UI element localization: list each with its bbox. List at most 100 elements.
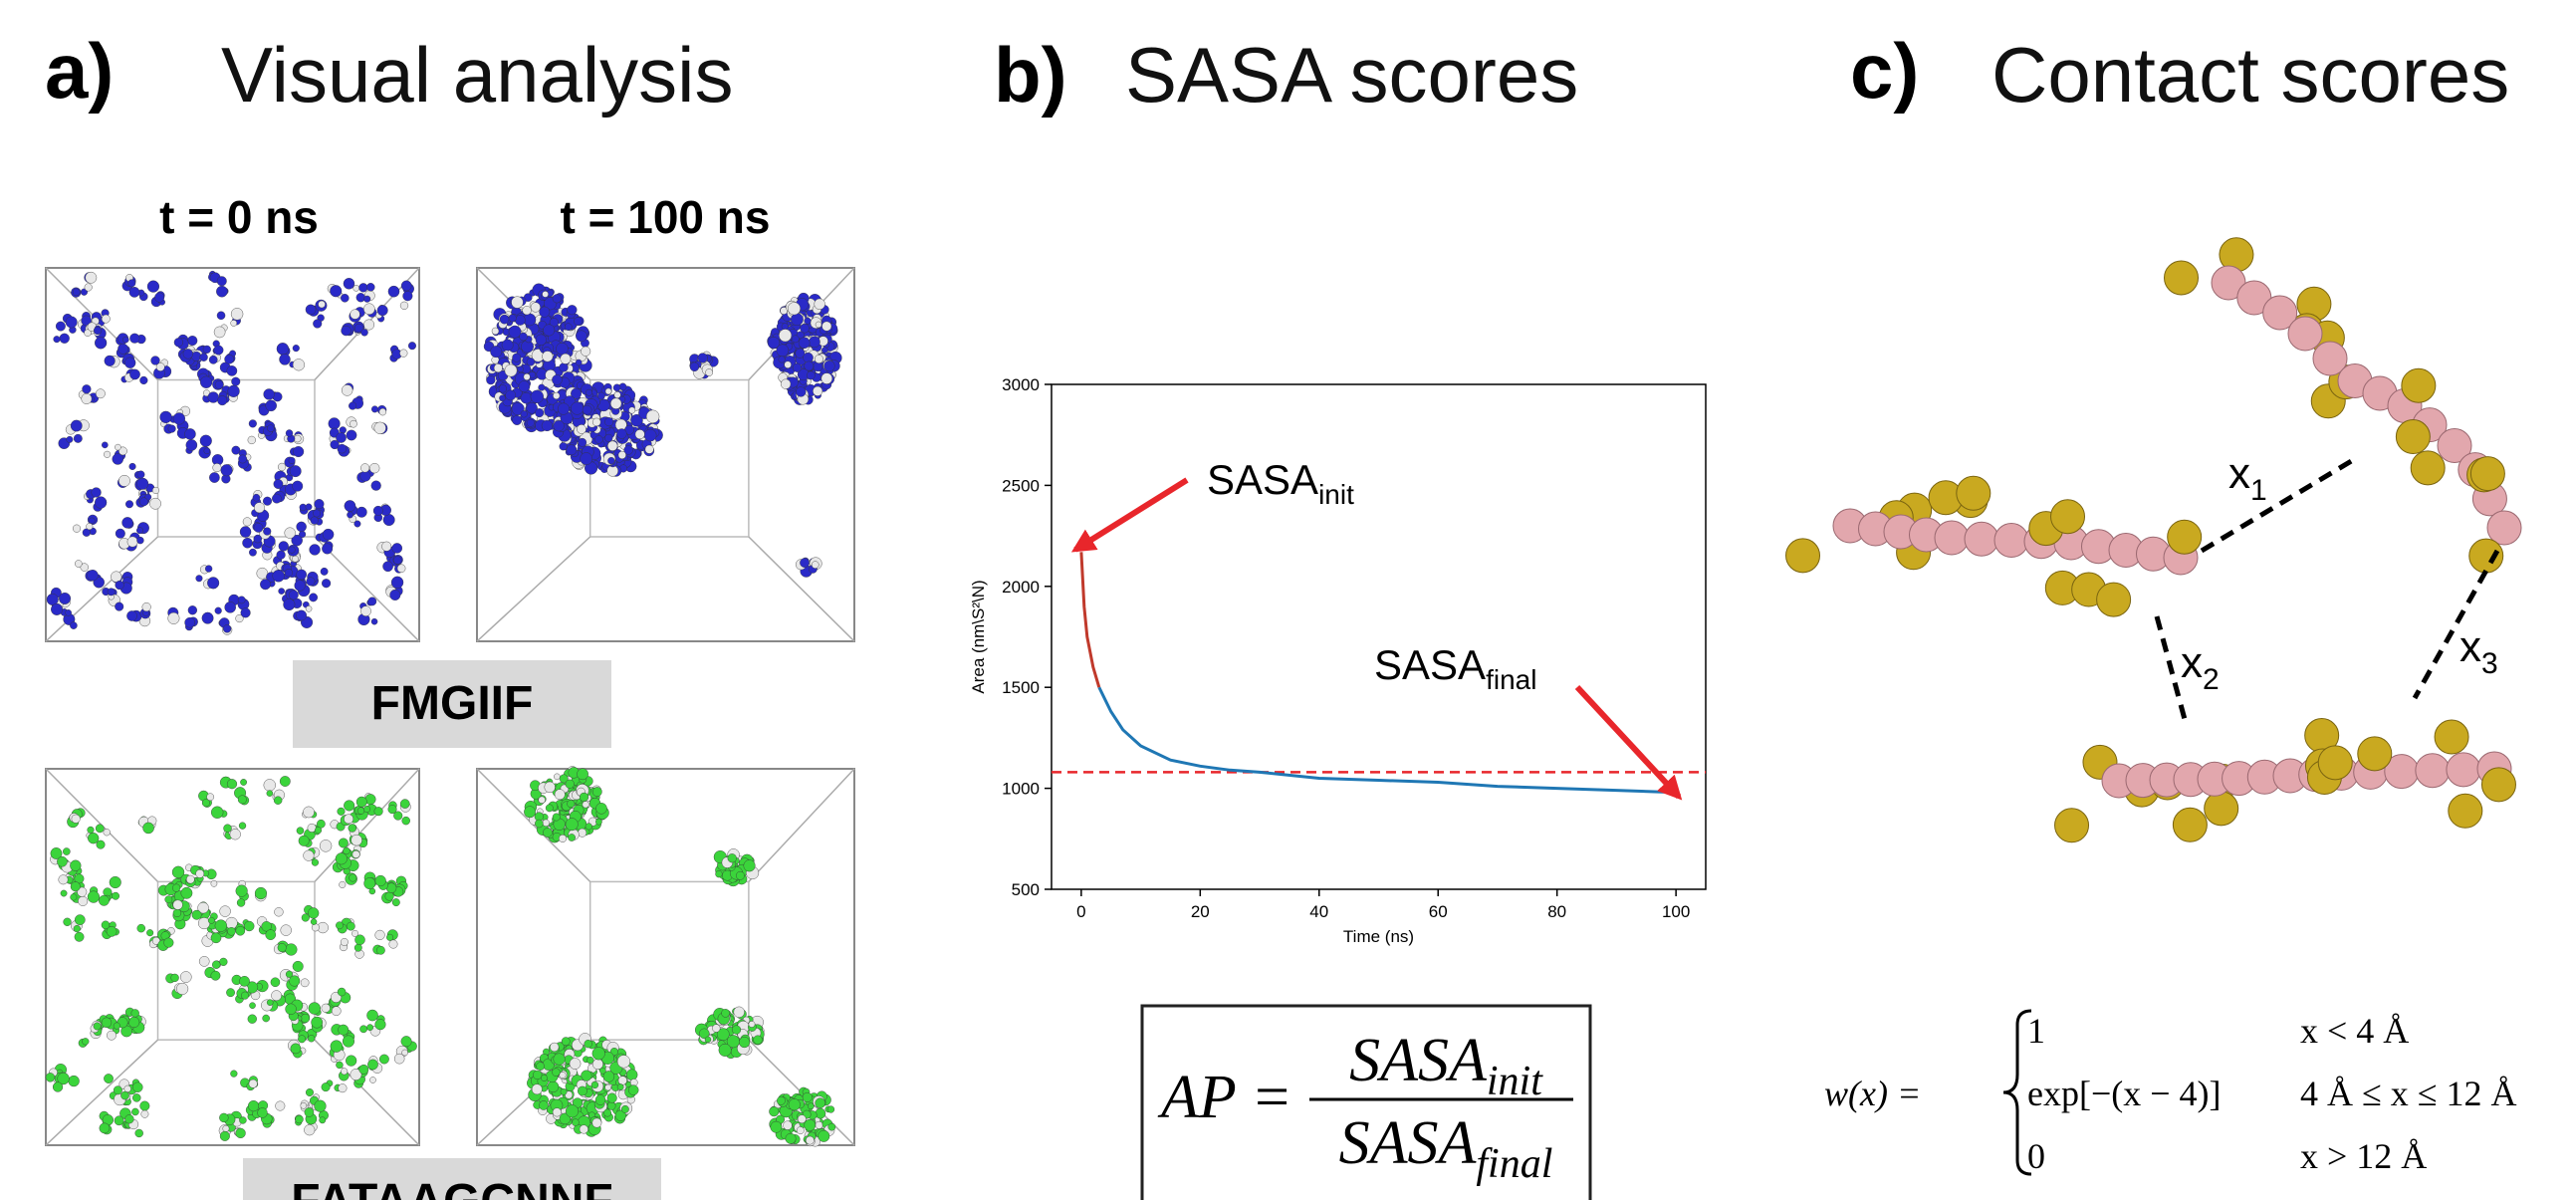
atom <box>323 529 334 540</box>
panel-headers: a) Visual analysis b) SASA scores c) Con… <box>45 27 2509 119</box>
atom <box>298 1036 305 1043</box>
atom <box>114 1086 122 1095</box>
side-bead <box>1957 476 1991 510</box>
atom <box>254 535 262 543</box>
atom <box>781 379 791 389</box>
atom <box>176 983 188 995</box>
atom <box>592 1047 605 1060</box>
atom <box>553 1108 562 1117</box>
atom <box>375 875 386 886</box>
formula-text: SASA <box>1349 1027 1488 1094</box>
atom <box>579 438 586 446</box>
atom <box>367 1060 377 1070</box>
atom <box>644 429 656 441</box>
atom <box>82 393 92 403</box>
atom <box>821 322 831 332</box>
atom <box>263 497 272 506</box>
atom <box>792 336 799 343</box>
atom <box>614 391 620 397</box>
atom <box>295 1115 303 1123</box>
atom <box>796 386 806 396</box>
atom <box>821 373 832 384</box>
atom <box>322 1004 331 1013</box>
atom <box>805 318 812 325</box>
atom <box>151 357 160 365</box>
atom <box>74 925 81 932</box>
atom <box>277 551 286 560</box>
atom <box>306 504 312 510</box>
atom <box>819 1130 829 1141</box>
atom <box>339 1025 349 1035</box>
atom <box>82 1038 89 1045</box>
atom <box>278 463 286 471</box>
atom <box>382 562 392 572</box>
atom <box>168 612 180 624</box>
atom <box>116 529 125 539</box>
atom <box>607 457 614 464</box>
case-condition: x < 4 Å <box>2300 1011 2409 1051</box>
atom <box>583 405 591 414</box>
atom <box>289 547 296 554</box>
formula-numerator: SASAinit <box>1349 1027 1543 1104</box>
atom <box>315 499 325 509</box>
atom <box>274 479 283 488</box>
atom <box>385 892 394 901</box>
atom <box>114 1023 120 1030</box>
atom <box>531 390 544 403</box>
atom <box>389 940 398 949</box>
atom <box>82 384 91 393</box>
atom <box>719 1044 731 1056</box>
atom <box>566 1105 579 1118</box>
atom <box>533 1071 542 1080</box>
atom <box>351 310 360 320</box>
atom <box>278 943 287 952</box>
atom <box>271 978 280 987</box>
atom <box>216 286 227 297</box>
atom <box>297 570 307 580</box>
atom <box>512 415 522 425</box>
atom <box>607 441 617 451</box>
atom <box>54 336 61 343</box>
atom <box>59 875 68 884</box>
panel-title: Contact scores <box>1991 31 2509 119</box>
atom <box>75 560 82 567</box>
atom <box>595 803 606 814</box>
backbone-bead <box>1965 522 1998 556</box>
atom <box>102 315 110 323</box>
box-edge <box>749 769 854 881</box>
atom <box>543 820 550 827</box>
atom <box>338 988 346 996</box>
atom <box>592 787 601 796</box>
atom <box>734 1007 745 1018</box>
atom <box>154 293 164 303</box>
panel-title: Visual analysis <box>221 31 734 119</box>
case-condition: x > 12 Å <box>2300 1136 2427 1176</box>
atom <box>75 932 84 941</box>
atom <box>238 455 246 463</box>
atom <box>607 1101 615 1109</box>
atom <box>342 384 352 395</box>
atom <box>354 944 361 951</box>
atom <box>243 518 252 527</box>
contact-diagram <box>1786 238 2521 842</box>
atom <box>401 281 411 291</box>
atom <box>321 568 328 575</box>
label-text: x <box>2181 638 2203 687</box>
atom <box>293 359 305 370</box>
peptide-label: FMGIIF <box>371 677 534 730</box>
snapshot <box>477 766 854 1146</box>
atom <box>137 471 144 478</box>
atom <box>646 410 659 423</box>
atom <box>635 429 644 438</box>
atom <box>293 446 304 457</box>
atom <box>705 1037 711 1043</box>
atom <box>61 890 67 896</box>
weight-formula: w(x) = 1 x < 4 Å exp[−(x − 4)] 4 Å ≤ x ≤… <box>1824 1011 2517 1176</box>
atom <box>806 1136 814 1144</box>
atom <box>230 829 241 840</box>
atom <box>798 1115 806 1123</box>
atom <box>105 356 116 366</box>
atom <box>128 1017 139 1028</box>
atom <box>391 577 403 589</box>
atom <box>96 825 104 833</box>
